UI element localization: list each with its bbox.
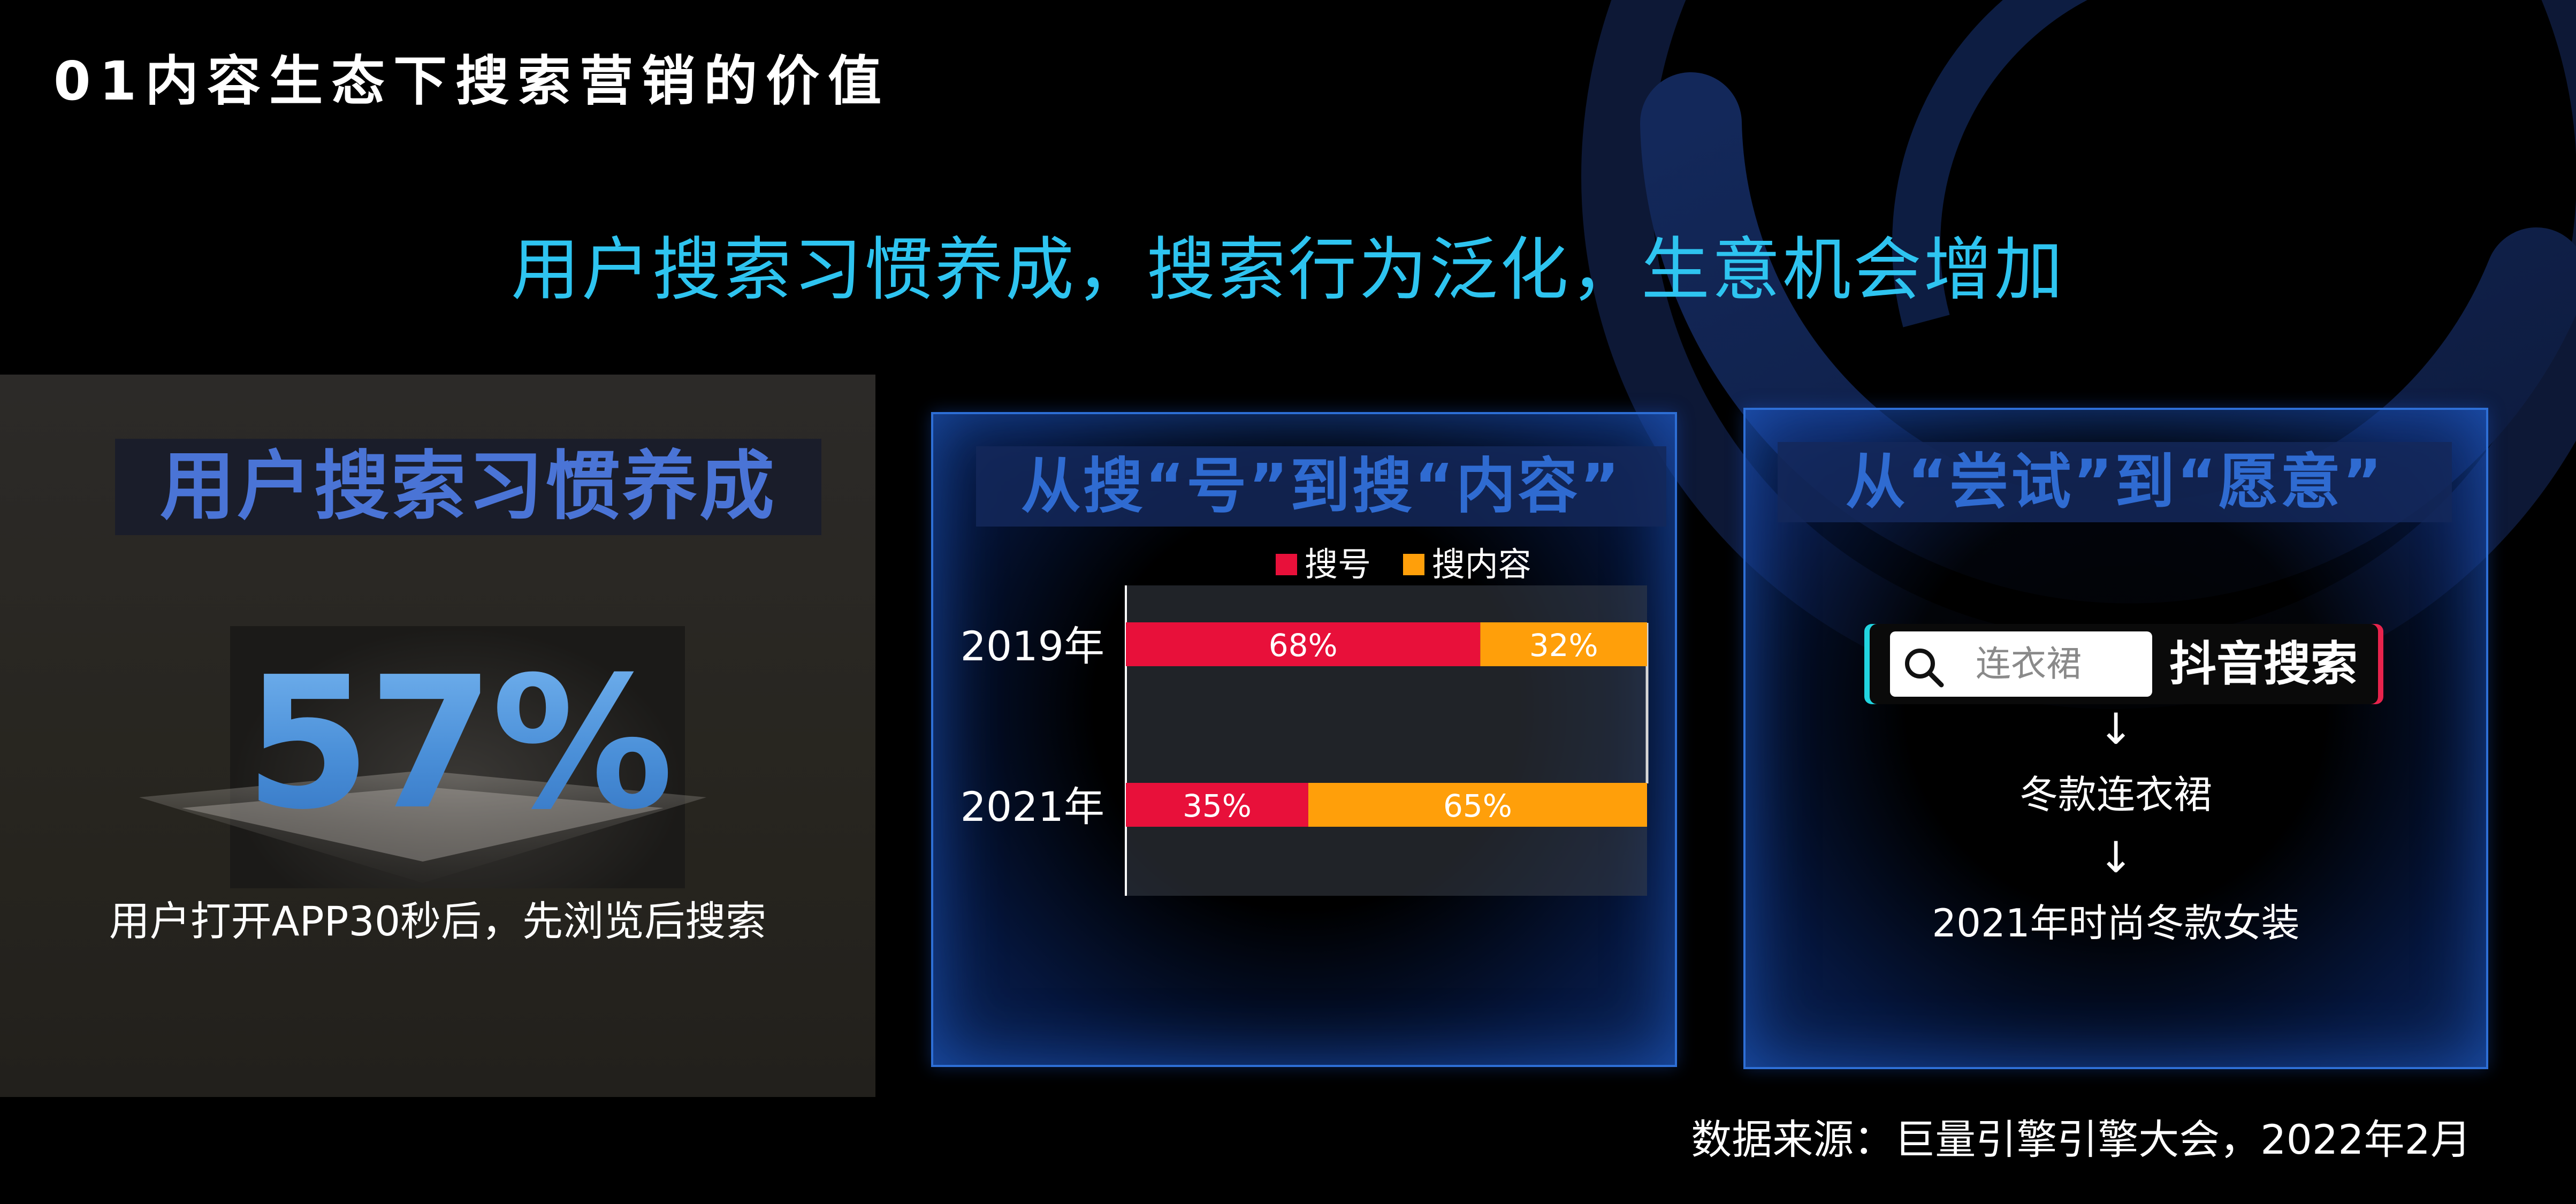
legend-swatch-account xyxy=(1276,553,1297,575)
search-shift-panel: 从搜“号”到搜“内容” 搜号 搜内容 2019年 68% 32% 2021年 35% 65… xyxy=(931,412,1677,1067)
stat-caption: 用户打开APP30秒后，先浏览后搜索 xyxy=(109,897,767,945)
legend-label-account: 搜号 xyxy=(1305,545,1371,584)
section-title: 01内容生态下搜索营销的价值 xyxy=(54,50,890,112)
bar-segment xyxy=(1308,783,1647,827)
search-habit-panel: 用户搜索习惯养成 57% 用户打开APP30秒后，先浏览后搜索 xyxy=(0,375,875,1097)
habit-panel-title: 用户搜索习惯养成 xyxy=(115,439,821,535)
chart-legend: 搜号 搜内容 xyxy=(1276,537,1553,585)
bar-data-label: 35% xyxy=(1183,788,1252,824)
search-step-2: 2021年时尚冬款女装 xyxy=(1932,901,2300,946)
search-query-text: 连衣裙 xyxy=(1976,643,2082,684)
willing-panel-heading: 从“尝试”到“愿意” xyxy=(1778,442,2452,522)
bar-segment xyxy=(1480,622,1647,666)
search-icon xyxy=(1905,649,1944,688)
stat-light-plate xyxy=(139,771,706,883)
source-note: 数据来源：巨量引擎引擎大会，2022年2月 xyxy=(1691,1116,2471,1163)
legend-swatch-content xyxy=(1403,553,1424,575)
search-input[interactable]: 连衣裙 xyxy=(1890,631,2152,697)
category-label: 2019年 xyxy=(961,622,1104,670)
category-label: 2021年 xyxy=(961,783,1104,830)
legend-item-account: 搜号 xyxy=(1276,537,1371,585)
douyin-search-bar[interactable]: 连衣裙 抖音搜索 xyxy=(1870,624,2378,704)
legend-label-content: 搜内容 xyxy=(1431,545,1531,584)
headline: 用户搜索习惯养成，搜索行为泛化，生意机会增加 xyxy=(510,230,2065,310)
search-willingness-panel: 从“尝试”到“愿意” 连衣裙 抖音搜索 ↓ 冬款连衣裙 ↓ 2021年时尚冬款女… xyxy=(1743,408,2488,1069)
stat-value: 57% xyxy=(230,631,685,856)
legend-item-content: 搜内容 xyxy=(1403,537,1531,585)
bar-data-label: 68% xyxy=(1269,627,1338,664)
search-brand-label: 抖音搜索 xyxy=(2169,636,2358,691)
shift-panel-heading: 从搜“号”到搜“内容” xyxy=(976,446,1666,527)
down-arrow-icon: ↓ xyxy=(2098,704,2134,754)
bar-data-label: 65% xyxy=(1443,788,1512,824)
bar-segment xyxy=(1126,622,1481,666)
stacked-bar-chart: 2019年 68% 32% 2021年 35% 65% xyxy=(961,585,1649,896)
bar-segment xyxy=(1126,783,1308,827)
bar-data-label: 32% xyxy=(1529,627,1598,664)
search-step-1: 冬款连衣裙 xyxy=(2019,772,2212,817)
down-arrow-icon: ↓ xyxy=(2098,833,2134,882)
